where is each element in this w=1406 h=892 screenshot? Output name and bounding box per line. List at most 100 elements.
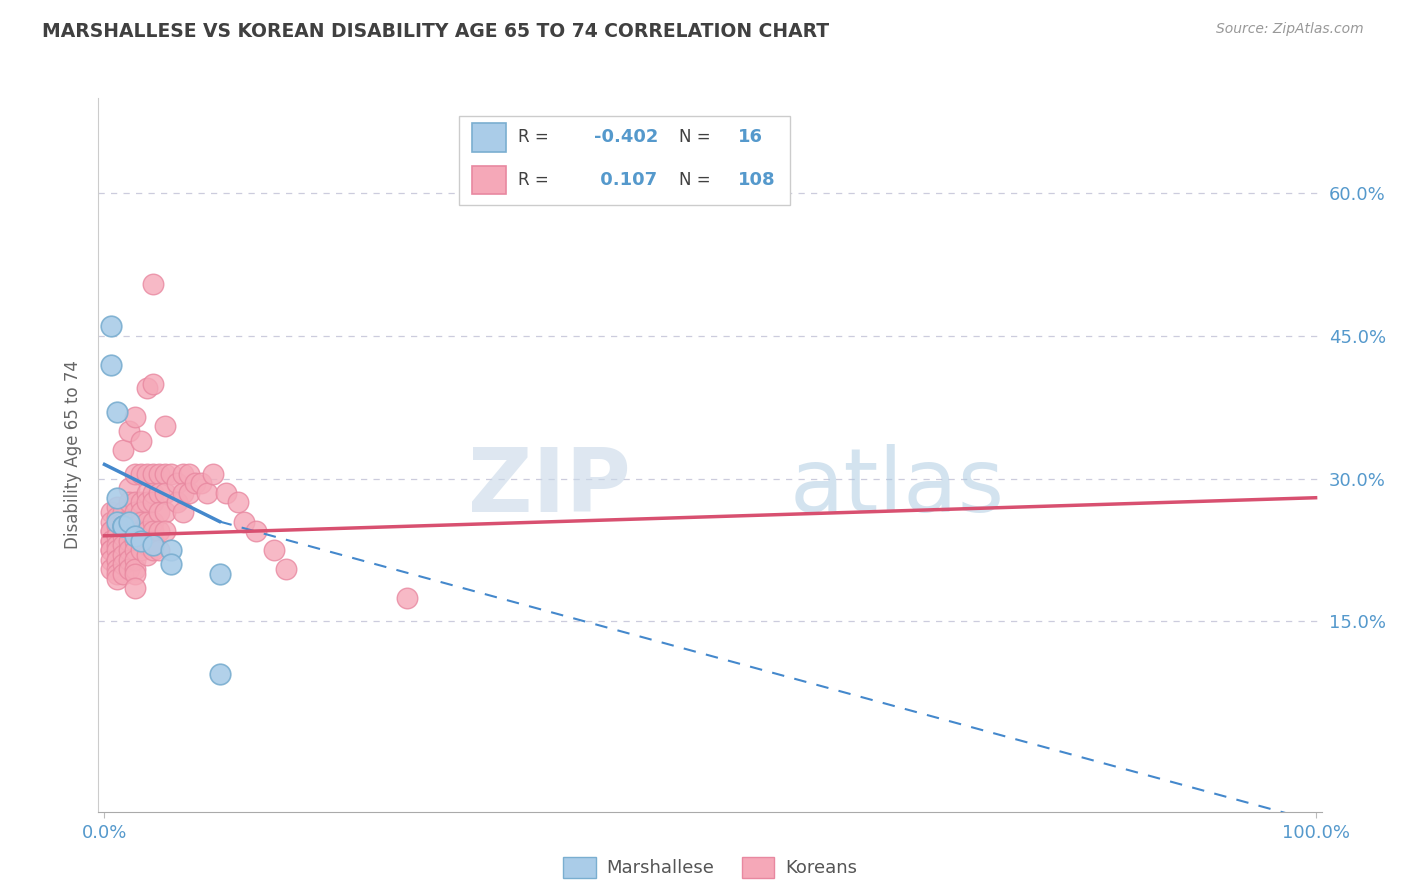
Point (190, 476, 212, 491)
Text: atlas: atlas (790, 443, 1005, 531)
Point (142, 533, 165, 548)
Point (160, 558, 183, 572)
Point (124, 552, 146, 566)
Point (396, 591, 419, 605)
Point (111, 519, 134, 533)
Point (105, 500, 128, 515)
Point (105, 566, 128, 581)
Point (100, 543, 122, 558)
Point (129, 467, 152, 481)
Bar (471, 166, 506, 194)
Point (111, 558, 134, 572)
Point (118, 533, 141, 548)
Text: ZIP: ZIP (468, 443, 630, 531)
Point (111, 566, 134, 581)
Point (129, 533, 152, 548)
Point (105, 572, 128, 586)
Point (142, 543, 165, 558)
Point (118, 424, 141, 438)
Point (105, 552, 128, 566)
Point (245, 524, 267, 538)
Text: R =: R = (517, 128, 554, 146)
Point (100, 319, 122, 334)
Point (142, 467, 165, 481)
Point (142, 376, 165, 391)
FancyBboxPatch shape (460, 116, 790, 205)
Point (142, 486, 165, 500)
Point (124, 562, 146, 576)
Point (135, 524, 157, 538)
Point (184, 476, 207, 491)
Point (100, 543, 122, 558)
Point (153, 486, 176, 500)
Point (124, 543, 146, 558)
Text: MARSHALLESE VS KOREAN DISABILITY AGE 65 TO 74 CORRELATION CHART: MARSHALLESE VS KOREAN DISABILITY AGE 65 … (42, 22, 830, 41)
Point (135, 381, 157, 395)
Point (100, 533, 122, 548)
Point (160, 543, 183, 558)
Point (179, 467, 201, 481)
Text: N =: N = (679, 128, 716, 146)
Point (118, 543, 141, 558)
Point (118, 515, 141, 529)
Point (105, 529, 128, 543)
Point (118, 495, 141, 509)
Point (202, 467, 225, 481)
Point (111, 505, 134, 519)
Point (129, 505, 152, 519)
Point (124, 505, 146, 519)
Point (100, 562, 122, 576)
Point (105, 552, 128, 566)
Point (105, 515, 128, 529)
Point (135, 495, 157, 509)
Point (148, 486, 170, 500)
Point (105, 538, 128, 552)
Point (179, 486, 201, 500)
Point (148, 467, 170, 481)
Point (135, 486, 157, 500)
Point (105, 543, 128, 558)
Point (197, 486, 219, 500)
Point (111, 538, 134, 552)
Point (124, 495, 146, 509)
Point (276, 562, 298, 576)
Point (124, 409, 146, 424)
Point (100, 505, 122, 519)
Point (148, 524, 170, 538)
Point (214, 486, 236, 500)
Point (135, 548, 157, 562)
Point (124, 515, 146, 529)
Point (111, 515, 134, 529)
Point (111, 548, 134, 562)
Point (263, 543, 285, 558)
Point (118, 515, 141, 529)
Point (142, 277, 165, 291)
Point (100, 358, 122, 372)
Point (153, 524, 176, 538)
Point (148, 543, 170, 558)
Text: 0.107: 0.107 (593, 171, 657, 189)
Point (111, 524, 134, 538)
Text: 108: 108 (738, 171, 776, 189)
Point (124, 529, 146, 543)
Point (100, 524, 122, 538)
Point (166, 476, 188, 491)
Point (135, 515, 157, 529)
Point (124, 533, 146, 548)
Point (124, 524, 146, 538)
Point (142, 538, 165, 552)
Y-axis label: Disability Age 65 to 74: Disability Age 65 to 74 (65, 360, 83, 549)
Point (142, 495, 165, 509)
Point (142, 524, 165, 538)
Bar (471, 123, 506, 152)
Point (100, 515, 122, 529)
Point (232, 515, 254, 529)
Point (124, 467, 146, 481)
Point (166, 495, 188, 509)
Text: N =: N = (679, 171, 716, 189)
Point (160, 467, 183, 481)
Point (105, 562, 128, 576)
Point (153, 505, 176, 519)
Point (129, 533, 152, 548)
Point (118, 562, 141, 576)
